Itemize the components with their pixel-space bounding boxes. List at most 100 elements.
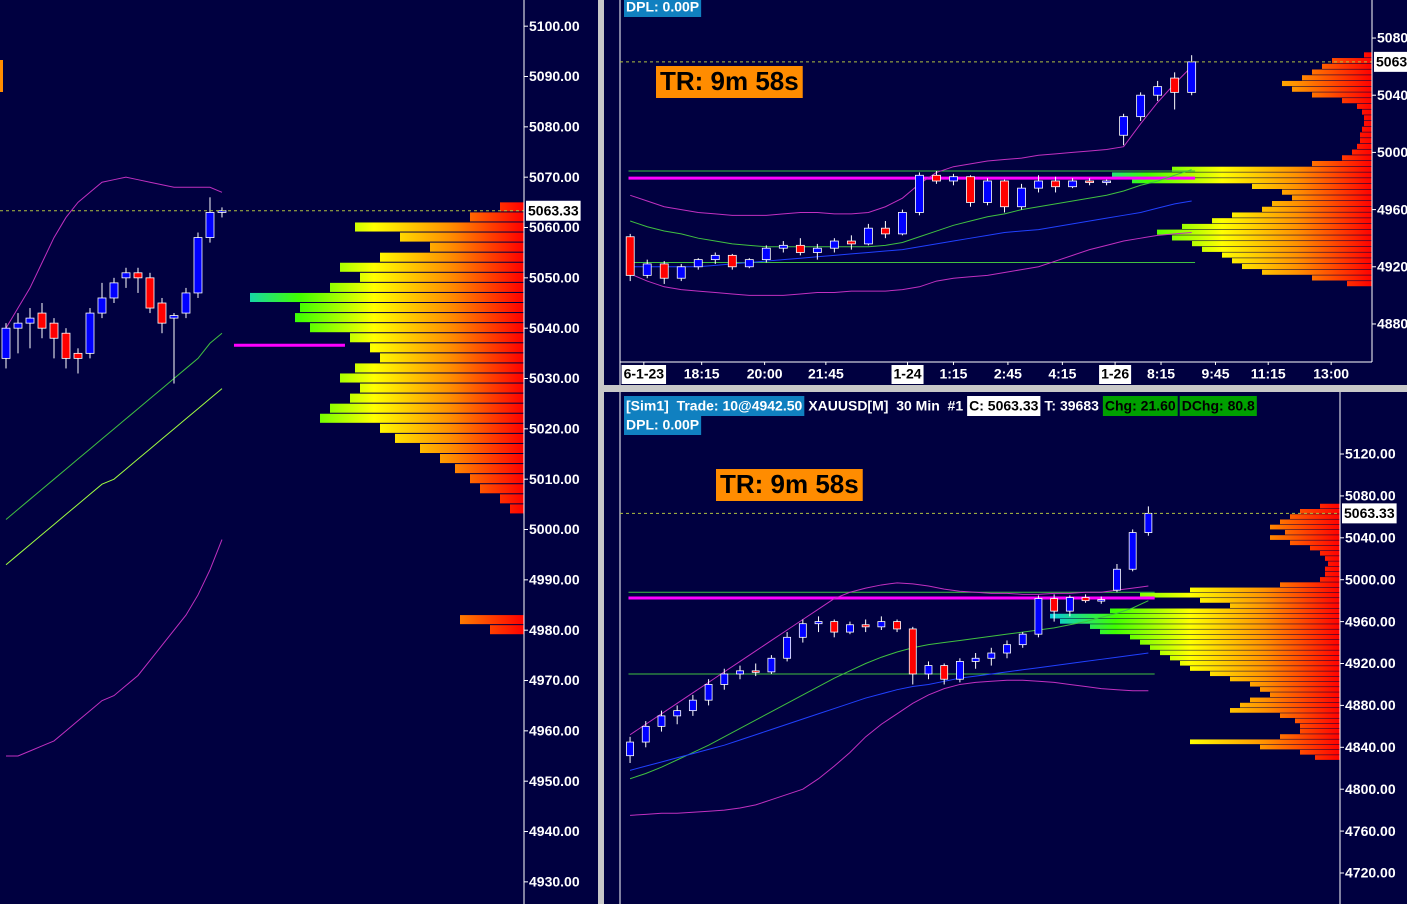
profile-bar — [1060, 618, 1340, 624]
splitter-vertical[interactable] — [598, 0, 604, 904]
candle-body — [49, 322, 59, 339]
x-tick-label: 4:15 — [1048, 366, 1076, 382]
x-tick-label: 8:15 — [1147, 366, 1175, 382]
candle-body — [1136, 94, 1146, 118]
cropped-box — [0, 60, 3, 92]
chart-panel — [620, 52, 1372, 296]
profile-bar — [380, 353, 524, 363]
profile-bar — [250, 292, 524, 303]
profile-bar — [1310, 545, 1340, 551]
profile-bar — [1242, 263, 1372, 270]
candle-body — [693, 259, 703, 268]
profile-bar — [1192, 241, 1372, 247]
profile-bar — [1270, 535, 1340, 540]
profile-bar — [1182, 223, 1372, 230]
profile-bar — [1322, 63, 1372, 69]
band-line — [630, 231, 1192, 296]
profile-bar — [1282, 80, 1372, 87]
profile-bar — [1347, 281, 1372, 287]
candle-body — [217, 210, 227, 213]
timer-label: TR: 9m 58s — [720, 469, 859, 499]
profile-bar — [1190, 587, 1340, 593]
candle-body — [924, 665, 933, 675]
candle-body — [1119, 116, 1129, 136]
profile-bar — [1325, 566, 1340, 572]
candle-body — [720, 673, 729, 685]
profile-bar — [1290, 540, 1340, 546]
x-tick-label: 18:15 — [684, 366, 720, 382]
splitter-horizontal[interactable] — [604, 385, 1407, 392]
timer-label-box — [656, 66, 803, 98]
header-item: C: 5063.33 — [969, 398, 1038, 414]
header-item-box — [1179, 396, 1257, 416]
dpl-label-box — [624, 415, 702, 435]
y-tick-label: 5070.00 — [529, 169, 580, 185]
candle-body — [863, 227, 873, 245]
x-tick-label: 20:00 — [747, 366, 783, 382]
profile-bar — [1362, 126, 1372, 132]
profile-bar — [1270, 524, 1340, 530]
profile-bar — [1260, 744, 1340, 750]
profile-bar — [1352, 149, 1372, 155]
y-tick-label: 4950.00 — [529, 773, 580, 789]
profile-bar — [1112, 172, 1372, 178]
candle-body — [971, 657, 980, 662]
profile-bar — [1325, 556, 1340, 561]
profile-bar — [1357, 103, 1372, 109]
profile-bar — [295, 313, 524, 323]
profile-bar — [1172, 166, 1372, 172]
header-item-box — [1042, 396, 1101, 416]
profile-bar — [1285, 529, 1340, 535]
candle-body — [121, 272, 131, 279]
candle-body — [830, 621, 839, 633]
x-tick-label: 13:00 — [1313, 366, 1349, 382]
profile-bar — [1270, 692, 1340, 698]
profile-bar — [480, 484, 524, 494]
candle-body — [1170, 77, 1180, 93]
y-tick-label: 4720.00 — [1345, 865, 1396, 881]
profile-bar — [1300, 728, 1340, 734]
last-price-label-box — [526, 200, 581, 221]
header-item-box — [1102, 396, 1178, 416]
profile-bar — [360, 383, 524, 393]
header-item: T: 39683 — [1044, 398, 1099, 414]
profile-bar — [300, 303, 524, 313]
candle-body — [641, 725, 650, 743]
candle-body — [829, 240, 839, 249]
candle-body — [798, 623, 807, 638]
profile-bar — [1160, 650, 1340, 656]
y-tick-label: 5010.00 — [529, 471, 580, 487]
y-tick-label: 4990.00 — [529, 572, 580, 588]
candle-body — [676, 266, 686, 279]
x-tick-box — [1099, 365, 1132, 384]
timer-label: TR: 9m 58s — [660, 66, 799, 96]
x-tick-label: 9:45 — [1201, 366, 1229, 382]
profile-bar — [330, 282, 524, 292]
profile-bar — [340, 262, 524, 272]
candle-body — [744, 259, 754, 268]
profile-bar — [1364, 120, 1372, 127]
profile-bar — [1332, 58, 1372, 64]
candle-body — [1097, 599, 1106, 602]
candle-body — [846, 240, 856, 245]
profile-bar — [1320, 503, 1340, 509]
y-tick-label: 4760.00 — [1345, 823, 1396, 839]
candle-body — [987, 652, 996, 659]
y-tick-label: 5100.00 — [529, 18, 580, 34]
profile-bar — [1357, 143, 1372, 149]
y-tick-label: 4840.00 — [1345, 739, 1396, 755]
candle-body — [736, 670, 744, 675]
candle-body — [940, 665, 949, 680]
candle-body — [1081, 597, 1090, 602]
candle-body — [109, 282, 119, 299]
x-tick-box — [891, 365, 924, 384]
x-tick-label: 1-26 — [1101, 366, 1129, 382]
profile-bar — [1100, 629, 1340, 635]
candle-body — [915, 174, 924, 213]
candle-body — [642, 263, 652, 276]
candle-body — [812, 247, 822, 253]
header-item: Chg: 21.60 — [1105, 398, 1176, 414]
timer-label-box — [716, 469, 863, 501]
